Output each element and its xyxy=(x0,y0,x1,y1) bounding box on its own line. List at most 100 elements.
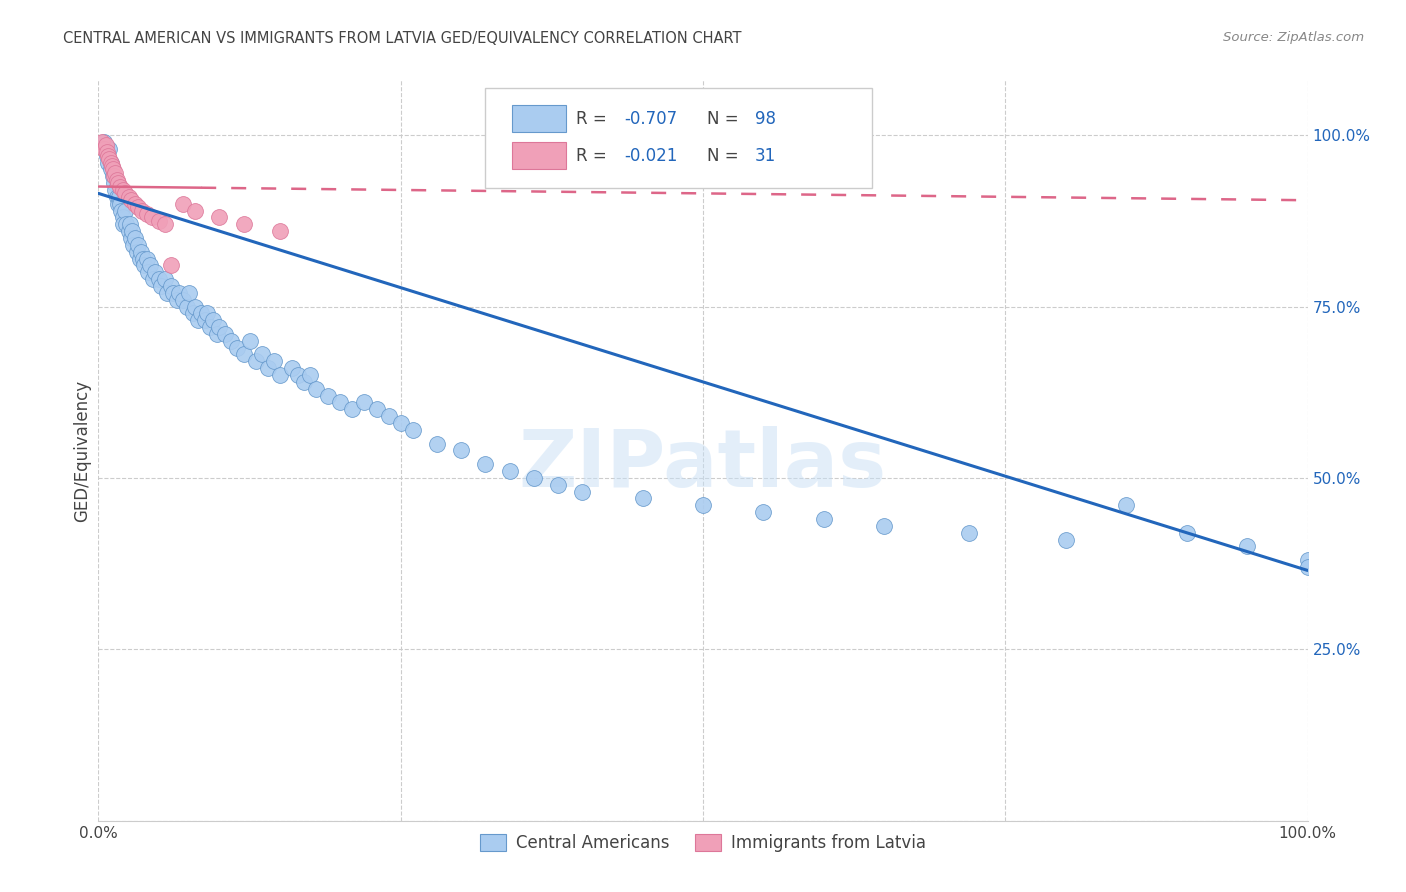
Text: R =: R = xyxy=(576,147,612,165)
Point xyxy=(547,477,569,491)
Text: N =: N = xyxy=(707,110,744,128)
Point xyxy=(195,306,218,320)
Point xyxy=(111,211,134,225)
Point xyxy=(281,361,304,376)
Point xyxy=(100,155,122,169)
Point xyxy=(103,169,125,184)
Point xyxy=(389,416,412,430)
Point xyxy=(114,186,136,201)
Point xyxy=(131,203,153,218)
Text: R =: R = xyxy=(576,110,612,128)
Point xyxy=(245,354,267,368)
Point xyxy=(169,285,191,300)
Point xyxy=(172,196,194,211)
Point xyxy=(156,285,179,300)
Point xyxy=(299,368,322,382)
Point xyxy=(239,334,262,348)
Point xyxy=(118,224,141,238)
Point xyxy=(316,389,339,403)
Point xyxy=(127,244,149,259)
Point xyxy=(366,402,388,417)
Point xyxy=(150,279,173,293)
Point xyxy=(269,368,291,382)
Point xyxy=(122,237,145,252)
Text: -0.707: -0.707 xyxy=(624,110,678,128)
Point xyxy=(96,145,118,160)
Point xyxy=(190,306,212,320)
Text: 98: 98 xyxy=(755,110,776,128)
Point xyxy=(135,207,157,221)
Point xyxy=(1115,498,1137,512)
Point xyxy=(97,149,120,163)
Point xyxy=(104,183,127,197)
Point xyxy=(179,285,201,300)
Point xyxy=(631,491,654,506)
Point xyxy=(148,272,170,286)
Point xyxy=(118,190,141,204)
Point xyxy=(269,224,291,238)
Point xyxy=(94,138,117,153)
Y-axis label: GED/Equivalency: GED/Equivalency xyxy=(73,379,91,522)
Point xyxy=(139,259,162,273)
Text: 31: 31 xyxy=(755,147,776,165)
Point xyxy=(96,149,118,163)
Point xyxy=(127,237,149,252)
Point xyxy=(498,464,520,478)
Point xyxy=(111,183,134,197)
Text: CENTRAL AMERICAN VS IMMIGRANTS FROM LATVIA GED/EQUIVALENCY CORRELATION CHART: CENTRAL AMERICAN VS IMMIGRANTS FROM LATV… xyxy=(63,31,742,46)
Point xyxy=(108,190,131,204)
Point xyxy=(692,498,714,512)
Point xyxy=(124,196,146,211)
Point xyxy=(153,217,176,231)
Bar xyxy=(512,143,567,169)
Point xyxy=(287,368,309,382)
Point xyxy=(474,457,496,471)
Point xyxy=(132,252,155,266)
Point xyxy=(107,176,129,190)
Point xyxy=(181,306,204,320)
Point xyxy=(143,265,166,279)
Point xyxy=(1175,525,1198,540)
Point xyxy=(426,436,449,450)
Point xyxy=(127,200,149,214)
Point xyxy=(1296,553,1319,567)
Point xyxy=(305,382,328,396)
Point xyxy=(115,217,138,231)
Point xyxy=(752,505,775,519)
Point xyxy=(100,162,122,177)
Point xyxy=(120,193,142,207)
Point xyxy=(110,203,132,218)
Point xyxy=(93,142,115,156)
Point xyxy=(124,231,146,245)
Point xyxy=(292,375,315,389)
Point xyxy=(111,217,134,231)
Point xyxy=(135,252,157,266)
Point xyxy=(205,326,228,341)
Point xyxy=(100,159,122,173)
Point xyxy=(148,214,170,228)
Point xyxy=(172,293,194,307)
Point xyxy=(129,244,152,259)
Point xyxy=(108,196,131,211)
Point xyxy=(329,395,352,409)
Point xyxy=(103,176,125,190)
Point xyxy=(813,512,835,526)
Point xyxy=(873,519,896,533)
Point xyxy=(214,326,236,341)
Point xyxy=(232,217,254,231)
Point xyxy=(450,443,472,458)
Point xyxy=(121,224,143,238)
Point xyxy=(162,285,184,300)
Point xyxy=(104,166,127,180)
Point xyxy=(176,300,198,314)
Point xyxy=(194,313,217,327)
Point xyxy=(1236,540,1258,554)
Point xyxy=(101,162,124,177)
Point xyxy=(221,334,243,348)
Point xyxy=(250,347,273,361)
Point xyxy=(202,313,225,327)
Point xyxy=(402,423,425,437)
Point xyxy=(256,361,278,376)
Point xyxy=(263,354,285,368)
Point xyxy=(114,203,136,218)
